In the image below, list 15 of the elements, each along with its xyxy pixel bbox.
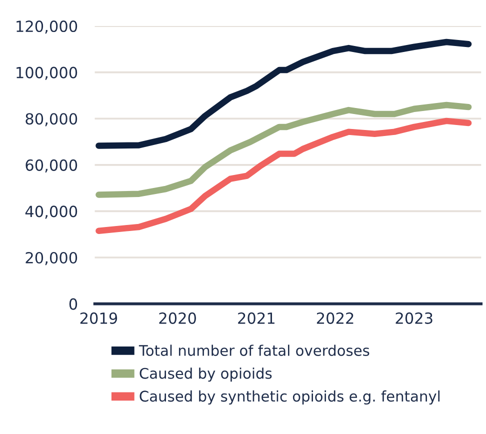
y-tick-label: 0 <box>69 298 78 310</box>
legend-label: Caused by opioids <box>140 368 272 382</box>
y-tick-label: 100,000 <box>16 66 78 80</box>
x-tick-label: 2020 <box>159 312 196 324</box>
legend-label: Total number of fatal overdoses <box>138 344 370 356</box>
legend-label: Caused by synthetic opioids e.g. fentanyl <box>140 390 440 405</box>
y-tick-label: 80,000 <box>26 113 78 126</box>
x-tick-label: 2023 <box>396 312 432 324</box>
x-tick-label: 2019 <box>80 312 118 324</box>
y-tick-label: 60,000 <box>26 159 78 172</box>
x-tick-label: 2022 <box>316 312 354 324</box>
y-tick-label: 120,000 <box>16 20 78 34</box>
y-tick-label: 20,000 <box>26 252 78 266</box>
y-tick-label: 40,000 <box>25 206 78 219</box>
x-tick-label: 2021 <box>238 312 274 324</box>
